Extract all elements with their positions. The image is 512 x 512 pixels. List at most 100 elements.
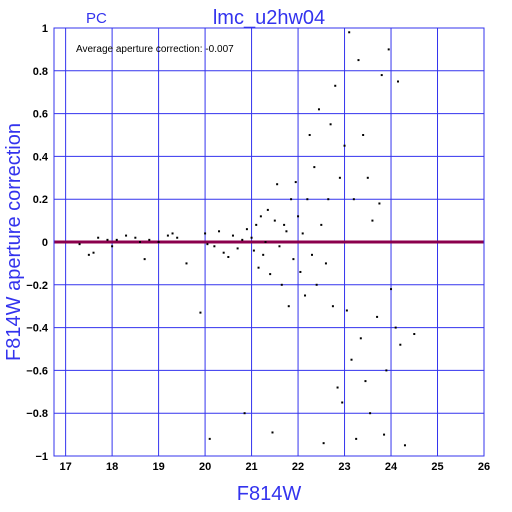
data-point (171, 232, 174, 235)
data-point (352, 198, 355, 201)
data-point (294, 181, 297, 184)
x-tick-label: 26 (478, 461, 490, 473)
data-point (380, 74, 383, 77)
data-point (383, 433, 386, 436)
data-point (285, 230, 288, 233)
data-point (369, 412, 372, 415)
data-point (259, 215, 262, 218)
data-point (213, 245, 216, 248)
data-point (403, 444, 406, 447)
data-point (413, 333, 416, 336)
x-tick-label: 23 (338, 461, 350, 473)
data-point (78, 243, 81, 246)
data-point (317, 108, 320, 111)
data-point (125, 234, 128, 237)
data-point (271, 431, 274, 434)
data-point (218, 230, 221, 233)
corner-label: PC (86, 10, 107, 27)
data-point (290, 198, 293, 201)
y-tick-label: 0 (42, 237, 48, 249)
data-point (241, 238, 244, 241)
data-point (283, 223, 286, 226)
data-point (92, 251, 95, 254)
plot-frame (53, 27, 485, 457)
data-point (204, 232, 207, 235)
data-point (308, 134, 311, 136)
x-tick-label: 19 (152, 461, 164, 473)
y-tick-labels: −1 −0.8 −0.6 −0.4 −0.2 0 0.2 0.4 0.6 0.8 1 (26, 23, 49, 463)
data-point (371, 219, 374, 222)
data-point (280, 283, 283, 286)
data-point (106, 238, 109, 241)
data-point (199, 311, 202, 314)
data-point (334, 84, 337, 87)
data-point (311, 253, 313, 256)
annotation-text: Average aperture correction: -0.007 (76, 44, 234, 55)
data-point (313, 166, 316, 169)
y-tick-label: −0.6 (26, 365, 48, 377)
data-point (348, 31, 351, 34)
data-points (78, 31, 416, 447)
y-tick-label: 0.8 (33, 66, 48, 78)
data-point (355, 437, 358, 440)
data-point (278, 245, 281, 248)
data-point (397, 80, 399, 83)
data-point (345, 309, 348, 312)
data-point (292, 258, 295, 261)
data-point (322, 442, 325, 445)
data-point (252, 249, 255, 252)
data-point (157, 241, 160, 243)
data-point (364, 380, 367, 383)
data-point (143, 258, 146, 261)
data-point (97, 236, 100, 239)
x-tick-labels: 17 18 19 20 21 22 23 24 25 26 (59, 461, 490, 473)
data-point (350, 358, 353, 361)
data-point (385, 369, 388, 372)
data-point (148, 238, 151, 241)
data-point (245, 228, 248, 231)
x-tick-label: 17 (59, 461, 71, 473)
data-point (306, 198, 309, 201)
data-point (366, 176, 369, 179)
data-point (390, 288, 393, 291)
data-point (266, 208, 269, 211)
y-tick-label: 0.4 (33, 151, 49, 163)
data-point (387, 48, 390, 51)
data-point (343, 144, 346, 147)
data-point (299, 270, 302, 273)
data-point (341, 401, 344, 404)
data-point (378, 202, 381, 205)
data-point (236, 247, 239, 250)
data-point (227, 255, 230, 258)
data-point (231, 234, 234, 237)
x-tick-label: 18 (106, 461, 118, 473)
chart-title: lmc_u2hw04 (213, 7, 325, 29)
data-point (255, 223, 258, 226)
data-point (329, 123, 332, 126)
data-point (331, 305, 334, 308)
y-tick-label: 1 (42, 23, 48, 35)
data-point (115, 238, 118, 241)
data-point (176, 236, 179, 239)
y-tick-label: −0.2 (26, 280, 48, 292)
data-point (87, 253, 90, 256)
x-tick-label: 20 (199, 461, 211, 473)
data-point (399, 343, 402, 346)
data-point (269, 273, 272, 276)
data-point (359, 337, 362, 340)
data-point (315, 283, 318, 286)
data-point (243, 412, 246, 415)
x-tick-label: 22 (292, 461, 304, 473)
data-point (111, 245, 114, 248)
data-point (327, 198, 330, 201)
data-point (250, 236, 253, 239)
x-tick-label: 21 (245, 461, 257, 473)
x-axis-label: F814W (237, 483, 302, 505)
y-tick-label: −0.4 (26, 323, 49, 335)
data-point (206, 243, 209, 246)
data-point (376, 315, 379, 318)
data-point (324, 262, 327, 265)
data-point (287, 305, 290, 308)
data-point (264, 241, 267, 243)
